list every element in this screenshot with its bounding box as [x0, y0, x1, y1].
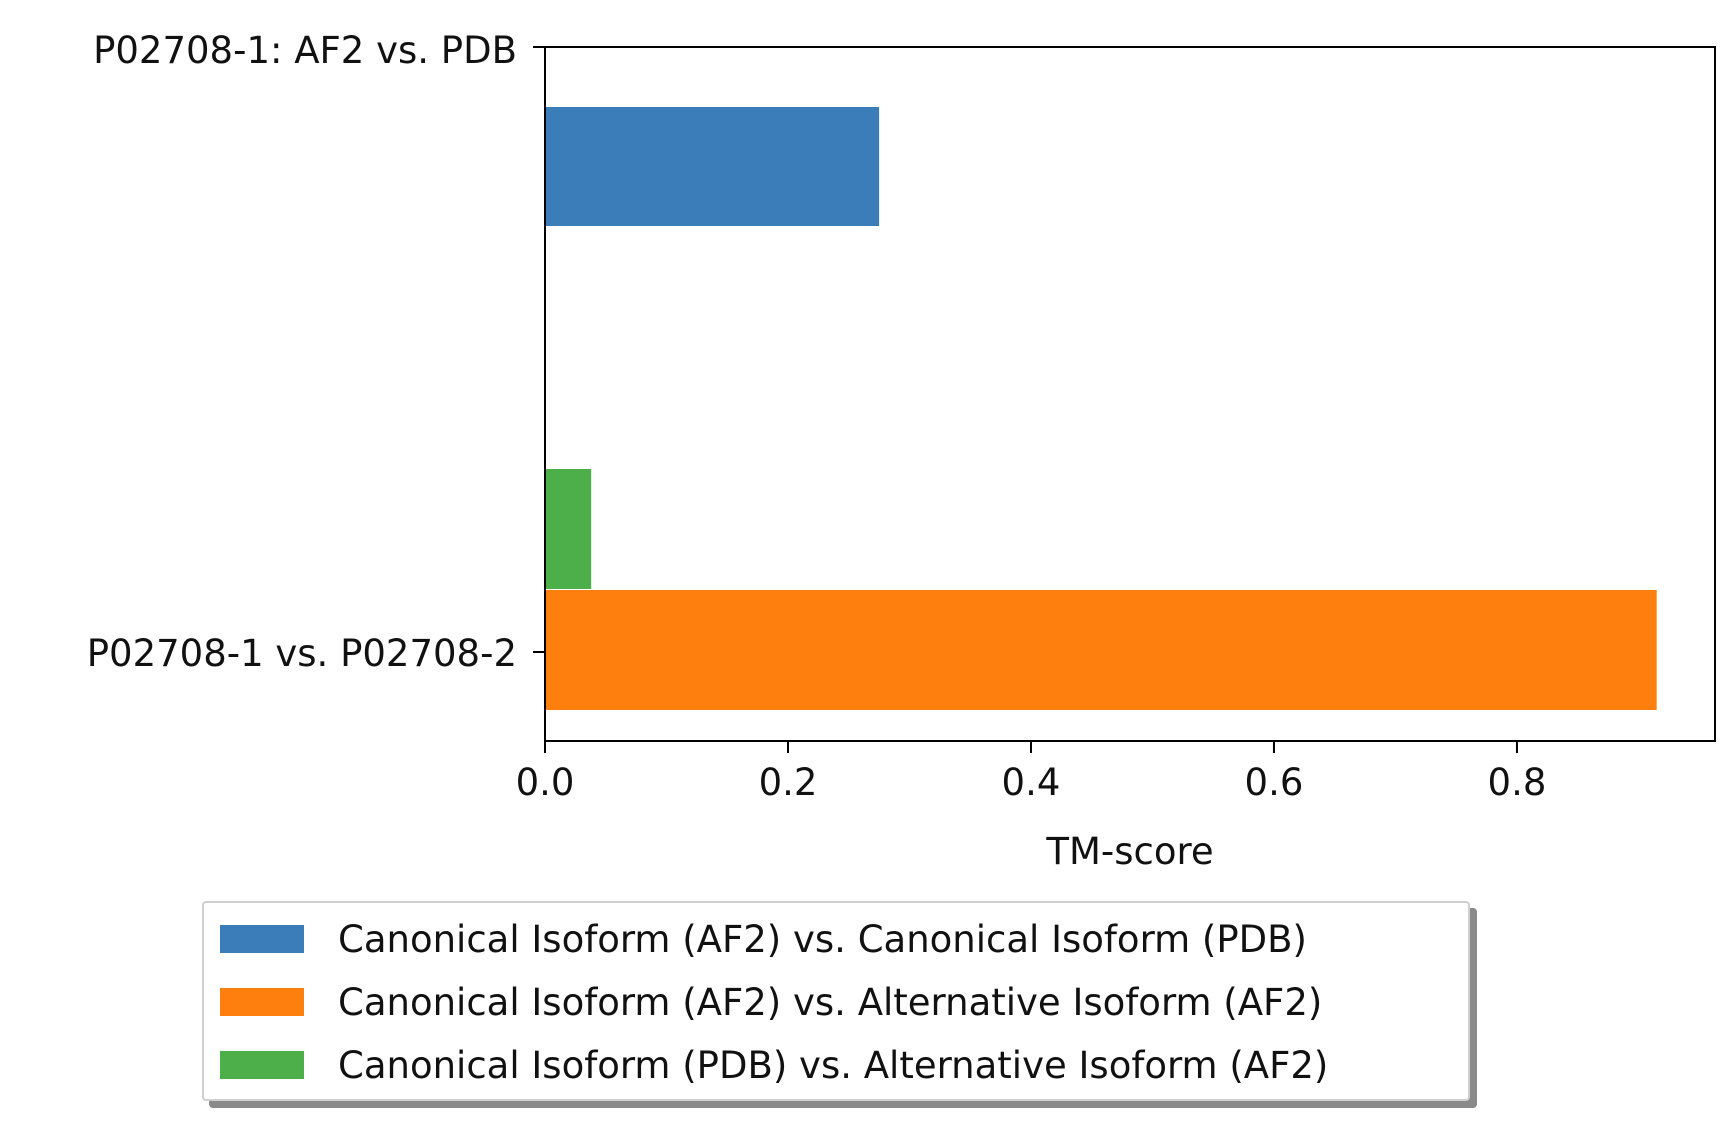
plot-frame: [544, 46, 1716, 742]
legend-swatch-1: [220, 988, 304, 1016]
x-tick-label-3: 0.6: [1245, 761, 1304, 804]
y-tick-label-0: P02708-1: AF2 vs. PDB: [93, 29, 517, 72]
legend-item-0: Canonical Isoform (AF2) vs. Canonical Is…: [220, 911, 1307, 967]
legend-label-1: Canonical Isoform (AF2) vs. Alternative …: [338, 980, 1323, 1024]
legend-label-0: Canonical Isoform (AF2) vs. Canonical Is…: [338, 917, 1307, 961]
x-axis-label: TM-score: [1045, 830, 1213, 873]
legend-swatch-0: [220, 925, 304, 953]
bar-1-1: [545, 590, 1657, 710]
x-tick-label-0: 0.0: [516, 761, 575, 804]
legend-label-2: Canonical Isoform (PDB) vs. Alternative …: [338, 1043, 1329, 1087]
legend-item-1: Canonical Isoform (AF2) vs. Alternative …: [220, 974, 1322, 1030]
x-tick-label-2: 0.4: [1002, 761, 1061, 804]
bar-0-0: [545, 107, 880, 226]
bar-1-2: [545, 469, 592, 589]
y-tick-label-1: P02708-1 vs. P02708-2: [87, 632, 517, 675]
y-axis: P02708-1: AF2 vs. PDB P02708-1 vs. P0270…: [87, 29, 545, 675]
legend: Canonical Isoform (AF2) vs. Canonical Is…: [202, 901, 1470, 1101]
x-tick-label-1: 0.2: [759, 761, 818, 804]
x-axis: 0.0 0.2 0.4 0.6 0.8: [516, 741, 1547, 804]
legend-item-2: Canonical Isoform (PDB) vs. Alternative …: [220, 1037, 1328, 1093]
bars-group: [545, 107, 1657, 710]
x-tick-label-4: 0.8: [1488, 761, 1547, 804]
legend-swatch-2: [220, 1051, 304, 1079]
